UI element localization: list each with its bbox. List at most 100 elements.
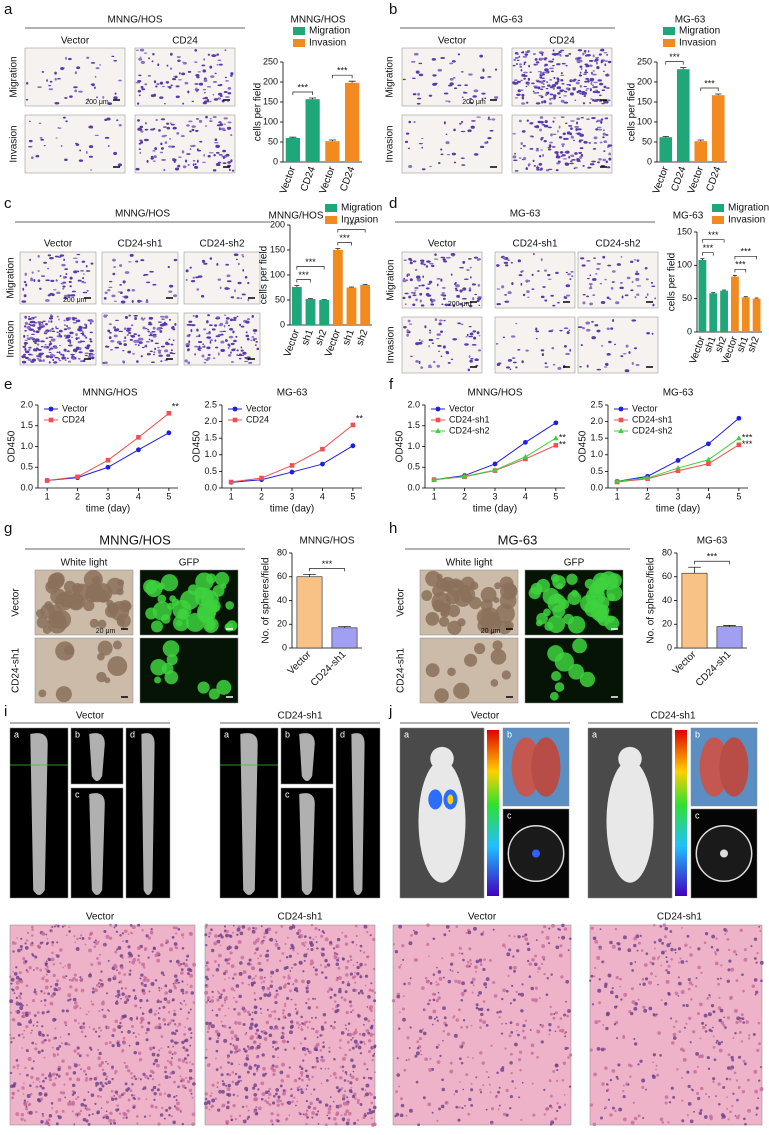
cell [108,286,113,289]
signal-core [447,794,454,805]
panel-title: MG-63 [498,532,538,547]
cell [197,341,203,344]
cell [580,344,583,347]
bar [676,69,690,162]
nucleus [320,1027,325,1031]
cell [579,156,583,159]
nucleus [334,1122,338,1126]
cell [579,147,584,150]
nucleus [289,989,292,993]
cell [204,96,208,100]
nucleus [40,1119,44,1124]
cell [162,126,167,128]
nucleus [335,1086,339,1090]
nucleus [221,1090,225,1094]
sphere [157,594,167,604]
cell [227,324,230,327]
nucleus [627,948,632,953]
cell [170,326,175,330]
cell [88,145,94,149]
cell [551,84,557,88]
nucleus [147,936,151,940]
cell [173,160,176,163]
nucleus [698,1111,703,1115]
nucleus [222,972,227,976]
nucleus [186,972,190,975]
y-tick-label: 150 [270,244,285,254]
nucleus [208,1021,212,1026]
nucleus [354,988,358,992]
nucleus [415,1051,420,1056]
cell [519,65,523,68]
nucleus [105,992,109,995]
nucleus [261,1053,265,1057]
nucleus [312,966,315,969]
nucleus [86,1054,89,1057]
nucleus [220,993,223,996]
nucleus [103,1115,106,1117]
cell [146,352,151,356]
nucleus [730,1055,734,1060]
sub-label: a [592,729,597,739]
nucleus [661,941,665,945]
cell [473,153,479,156]
nucleus [367,995,371,999]
cell [230,342,235,346]
nucleus [312,1106,316,1110]
cell [583,140,588,144]
cell [142,326,146,330]
nucleus [231,931,235,934]
nucleus [257,1088,260,1091]
cell [465,336,468,338]
bar [694,141,708,162]
chart-title: MNNG/HOS [269,211,324,222]
cell [521,96,525,100]
nucleus [758,1079,761,1082]
cell [584,71,589,74]
cell [85,336,88,339]
cell [44,330,48,334]
image [690,808,758,899]
error-bar [349,286,354,288]
cell [511,357,516,359]
image [335,727,381,899]
cell [487,116,490,120]
sphere [551,671,562,682]
nucleus [123,973,126,976]
nucleus [681,1119,685,1123]
nucleus [540,1024,545,1028]
nucleus [211,996,214,999]
cell [597,161,600,164]
cell [156,82,160,86]
nucleus [693,1070,697,1074]
significance-label: *** [704,78,715,88]
sphere [436,573,443,580]
nucleus [291,945,295,950]
nucleus [17,1089,20,1092]
cell [89,349,94,353]
cell [159,96,164,99]
nucleus [454,979,458,983]
cell [50,279,55,283]
cell [228,335,234,339]
nucleus [65,1009,69,1013]
nucleus [25,1049,29,1053]
cell [570,135,574,139]
nucleus [31,934,34,937]
nucleus [297,1026,300,1029]
cell [44,343,47,346]
error-bar [294,285,300,287]
nucleus [186,1080,191,1084]
nucleus [720,1041,724,1044]
cell [651,332,654,335]
nucleus [736,1115,740,1120]
nucleus [351,1046,355,1050]
nucleus [451,970,454,973]
cell [441,292,445,294]
cell [578,74,583,77]
nucleus [41,1112,44,1116]
nucleus [253,1092,258,1097]
cell [25,98,29,101]
nucleus [84,1035,87,1038]
cell [225,153,230,157]
